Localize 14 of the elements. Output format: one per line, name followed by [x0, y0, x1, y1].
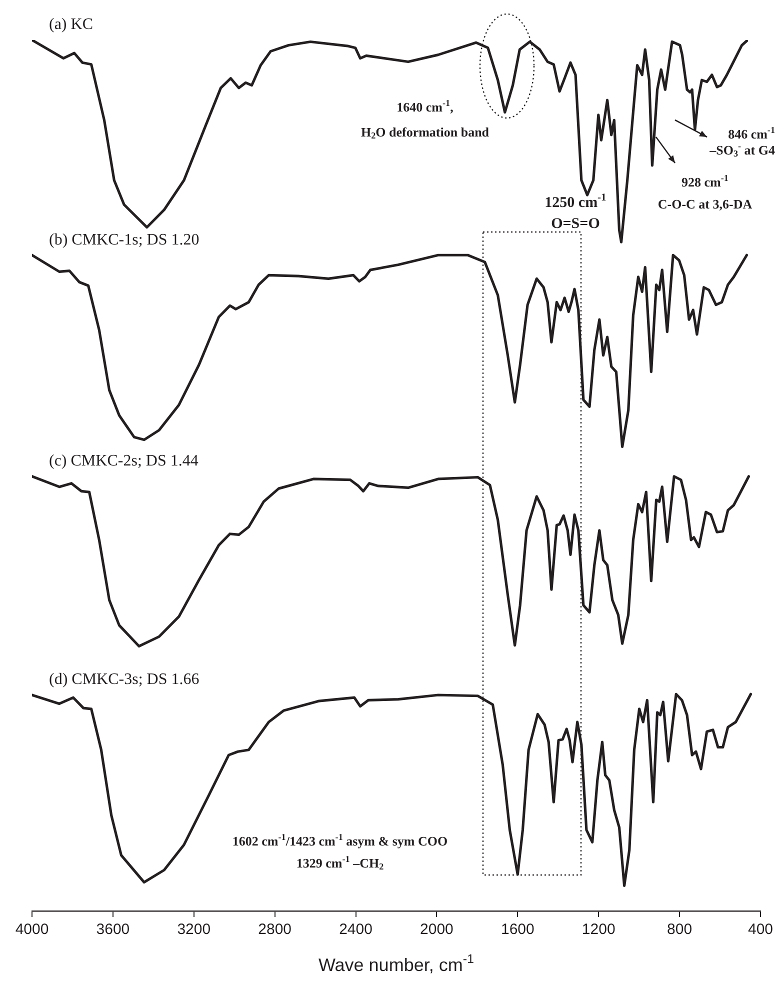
x-tick-label: 2000 [420, 921, 454, 938]
series-label: (a) KC [49, 16, 93, 34]
x-tick-label: 1200 [582, 921, 616, 938]
series-label: (b) CMKC-1s; DS 1.20 [49, 231, 200, 248]
x-tick-label: 800 [667, 921, 692, 938]
x-tick-label: 400 [748, 921, 773, 938]
x-tick-label: 2800 [258, 921, 292, 938]
series-label: (c) CMKC-2s; DS 1.44 [49, 452, 198, 470]
x-tick-label: 2400 [339, 921, 372, 938]
x-tick-label: 4000 [15, 921, 49, 938]
x-tick-label: 3600 [96, 921, 130, 938]
series-label: (d) CMKC-3s; DS 1.66 [49, 671, 200, 688]
x-tick-label: 1600 [500, 921, 534, 938]
x-tick-label: 3200 [177, 921, 211, 938]
